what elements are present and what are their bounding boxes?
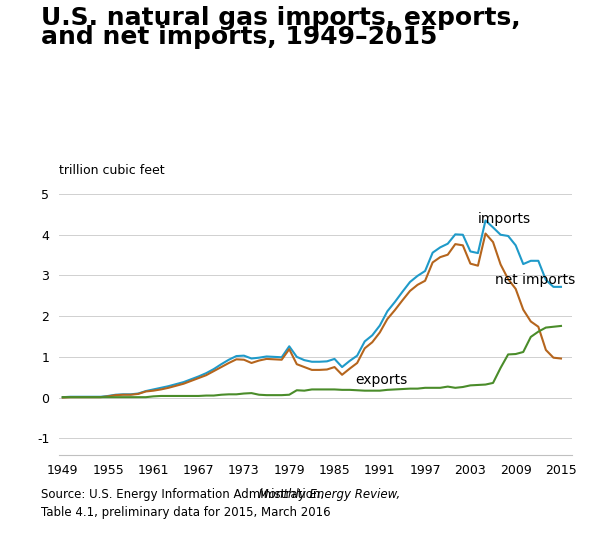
Text: exports: exports	[356, 372, 408, 387]
Text: imports: imports	[478, 212, 531, 226]
Text: Monthly Energy Review,: Monthly Energy Review,	[41, 488, 401, 501]
Text: net imports: net imports	[494, 273, 575, 287]
Text: Table 4.1, preliminary data for 2015, March 2016: Table 4.1, preliminary data for 2015, Ma…	[41, 506, 331, 519]
Text: and net imports, 1949–2015: and net imports, 1949–2015	[41, 25, 438, 49]
Text: Source: U.S. Energy Information Administration,: Source: U.S. Energy Information Administ…	[41, 488, 328, 501]
Text: U.S. natural gas imports, exports,: U.S. natural gas imports, exports,	[41, 6, 521, 30]
Text: trillion cubic feet: trillion cubic feet	[59, 164, 165, 177]
